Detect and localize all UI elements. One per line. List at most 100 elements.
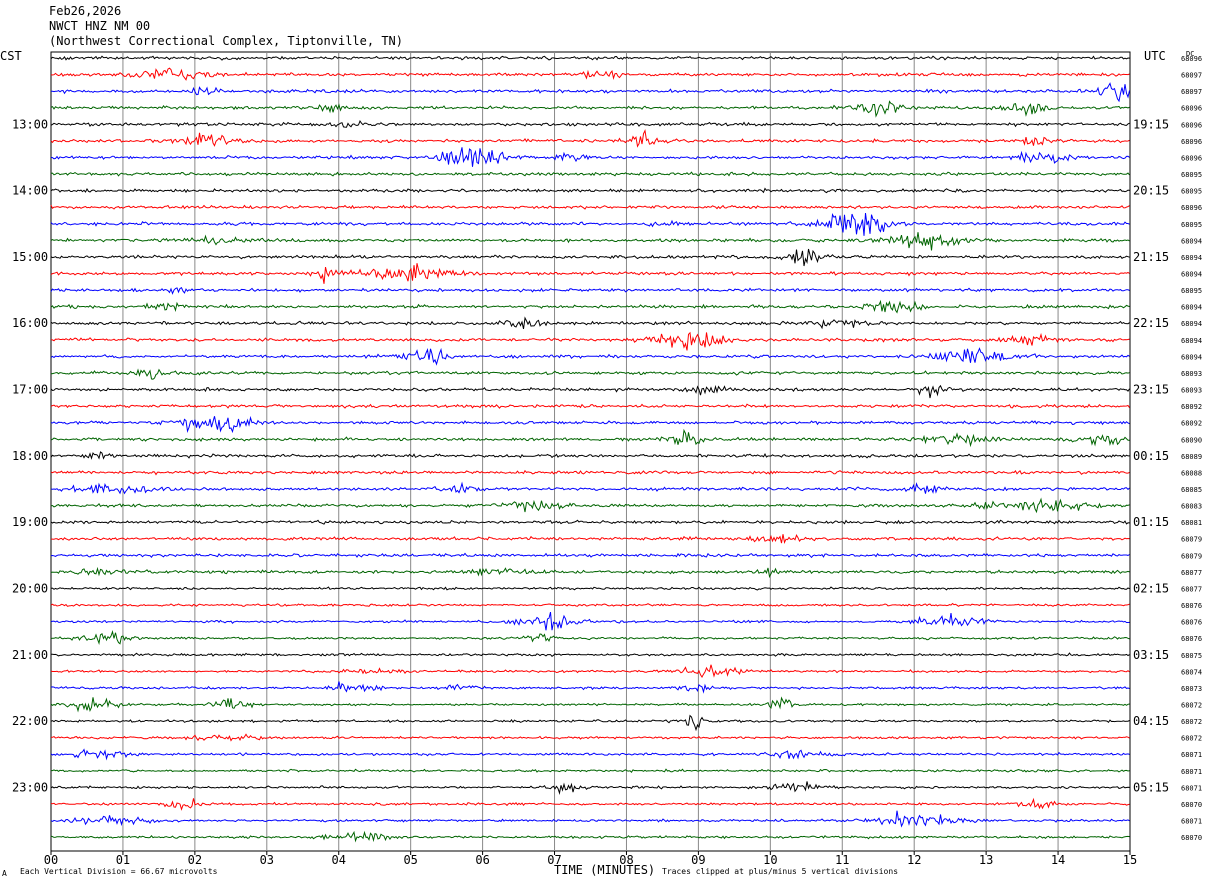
dc-offset-label: 68085 — [1181, 486, 1202, 494]
dc-offset-label: 68095 — [1181, 171, 1202, 179]
right-hour-label: 01:15 — [1133, 515, 1169, 529]
x-tick-label: 10 — [763, 853, 777, 867]
trace-row — [50, 403, 1130, 409]
trace-row — [50, 781, 1130, 795]
dc-offset-label: 68079 — [1181, 552, 1202, 560]
trace-row — [50, 810, 1130, 828]
dc-offset-label: 68070 — [1181, 834, 1202, 842]
x-axis-title: TIME (MINUTES) — [554, 863, 656, 877]
trace-row — [50, 171, 1130, 177]
left-hour-label: 13:00 — [12, 117, 48, 131]
left-hour-label: 20:00 — [12, 581, 48, 595]
trace-row — [50, 248, 1130, 267]
dc-offset-label: 68096 — [1181, 154, 1202, 162]
header-location: (Northwest Correctional Complex, Tiptonv… — [49, 34, 404, 48]
trace-row — [50, 664, 1130, 678]
label-group: 00 01 02 03 04 05 06 07 08 09 10 11 12 13 14 15 68096 680… — [12, 55, 1202, 867]
trace-row — [50, 187, 1130, 194]
dc-offset-label: 68097 — [1181, 72, 1202, 80]
dc-offset-label: 68094 — [1181, 254, 1202, 262]
dc-offset-label: 68076 — [1181, 619, 1202, 627]
trace-row — [50, 368, 1130, 380]
left-hour-label: 18:00 — [12, 449, 48, 463]
x-tick-label: 00 — [44, 853, 58, 867]
dc-offset-label: 68094 — [1181, 237, 1202, 245]
dc-offset-label: 68097 — [1181, 88, 1202, 96]
x-tick-label: 02 — [188, 853, 202, 867]
trace-row — [50, 415, 1130, 434]
x-tick-label: 15 — [1123, 853, 1137, 867]
dc-offset-label: 68094 — [1181, 304, 1202, 312]
chart-grid — [50, 51, 1131, 855]
trace-row — [50, 797, 1130, 811]
trace-row — [50, 147, 1130, 167]
trace-row — [50, 714, 1130, 732]
dc-offset-label: 68071 — [1181, 784, 1202, 792]
dc-offset-label: 68094 — [1181, 353, 1202, 361]
dc-offset-label: 68077 — [1181, 585, 1202, 593]
dc-offset-label: 68075 — [1181, 652, 1202, 660]
dc-offset-label: 68071 — [1181, 768, 1202, 776]
left-hour-label: 22:00 — [12, 714, 48, 728]
dc-offset-label: 68070 — [1181, 801, 1202, 809]
dc-offset-label: 68092 — [1181, 420, 1202, 428]
dc-offset-label: 68077 — [1181, 569, 1202, 577]
trace-row — [50, 630, 1130, 645]
right-hour-label: 05:15 — [1133, 780, 1169, 794]
dc-offset-label: 68083 — [1181, 503, 1202, 511]
trace-row — [50, 481, 1130, 495]
dc-offset-label: 68081 — [1181, 519, 1202, 527]
dc-offset-label: 68071 — [1181, 818, 1202, 826]
trace-row — [50, 55, 1130, 61]
trace-row — [50, 681, 1130, 694]
dc-offset-label: 68096 — [1181, 55, 1202, 63]
dc-offset-label: 68096 — [1181, 204, 1202, 212]
x-tick-label: 05 — [403, 853, 417, 867]
dc-offset-label: 68093 — [1181, 370, 1202, 378]
x-tick-label: 09 — [691, 853, 705, 867]
header-date: Feb26,2026 — [49, 4, 122, 18]
trace-row — [50, 602, 1130, 607]
right-hour-label: 22:15 — [1133, 316, 1169, 330]
trace-group — [50, 55, 1130, 843]
trace-row — [50, 204, 1130, 210]
trace-row — [50, 100, 1130, 118]
dc-offset-label: 68072 — [1181, 701, 1202, 709]
right-hour-label: 04:15 — [1133, 714, 1169, 728]
x-tick-label: 03 — [260, 853, 274, 867]
x-tick-label: 14 — [1051, 853, 1065, 867]
dc-header-label: DC — [1186, 50, 1195, 58]
trace-row — [50, 469, 1130, 476]
trace-row — [50, 331, 1130, 351]
dc-offset-label: 68095 — [1181, 287, 1202, 295]
dc-offset-label: 68074 — [1181, 668, 1202, 676]
scale-note: Each Vertical Division = 66.67 microvolt… — [20, 867, 218, 876]
dc-offset-label: 68096 — [1181, 138, 1202, 146]
trace-row — [50, 652, 1130, 657]
trace-row — [50, 696, 1130, 713]
dc-offset-label: 68072 — [1181, 735, 1202, 743]
left-timezone-label: CST — [0, 49, 22, 63]
trace-row — [50, 82, 1130, 103]
trace-row — [50, 830, 1130, 843]
header-station: NWCT HNZ NM 00 — [49, 19, 151, 33]
dc-offset-label: 68071 — [1181, 751, 1202, 759]
right-hour-label: 20:15 — [1133, 184, 1169, 198]
left-hour-label: 17:00 — [12, 383, 48, 397]
trace-row — [50, 748, 1130, 761]
right-hour-label: 02:15 — [1133, 581, 1169, 595]
x-tick-label: 04 — [332, 853, 346, 867]
trace-row — [50, 263, 1130, 284]
left-hour-label: 15:00 — [12, 250, 48, 264]
dc-offset-label: 68096 — [1181, 105, 1202, 113]
dc-offset-label: 68095 — [1181, 188, 1202, 196]
right-hour-label: 19:15 — [1133, 117, 1169, 131]
left-hour-label: 16:00 — [12, 316, 48, 330]
x-tick-label: 08 — [619, 853, 633, 867]
right-timezone-label: UTC — [1144, 49, 1166, 63]
dc-offset-label: 68072 — [1181, 718, 1202, 726]
trace-row — [50, 497, 1130, 514]
right-hour-label: 23:15 — [1133, 383, 1169, 397]
trace-row — [50, 451, 1130, 460]
left-hour-label: 19:00 — [12, 515, 48, 529]
